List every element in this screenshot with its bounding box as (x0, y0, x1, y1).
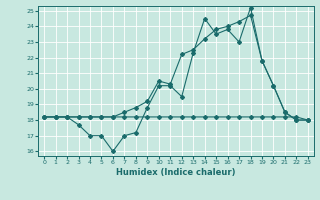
X-axis label: Humidex (Indice chaleur): Humidex (Indice chaleur) (116, 168, 236, 177)
